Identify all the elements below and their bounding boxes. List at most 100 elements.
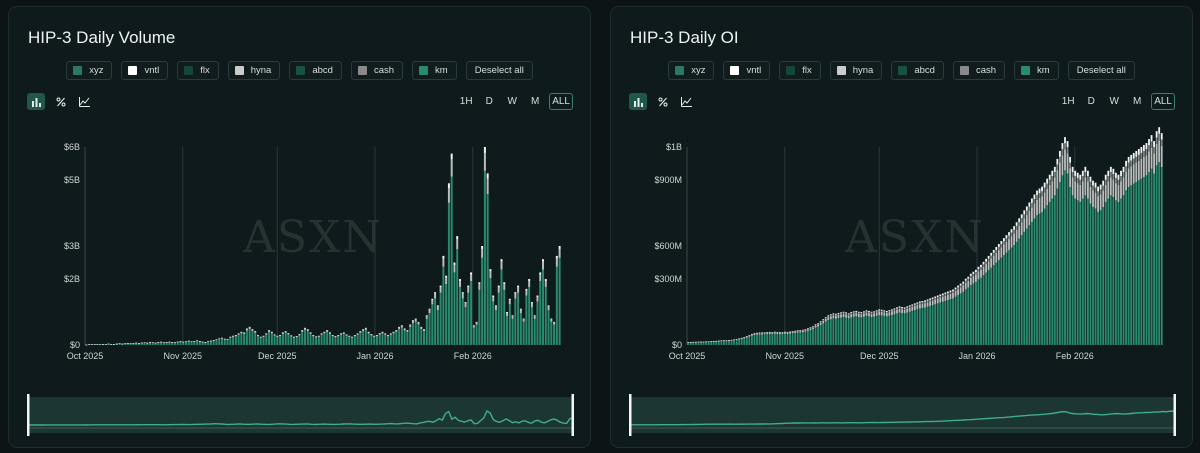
bar-segment-xyz [972,283,975,345]
bar-segment-vntl [1104,174,1107,180]
legend-item-cash[interactable]: cash [350,61,404,80]
bar-segment-vntl [450,153,453,160]
bar-segment-vntl [1094,182,1097,188]
range-m-button[interactable]: M [1133,96,1142,107]
bar-chart-mode-button[interactable] [629,93,647,110]
bar-segment-hyna [804,330,807,332]
bar-segment-xyz [753,335,756,345]
deselect-all-button[interactable]: Deselect all [1067,61,1135,80]
bar-segment-cash [1015,225,1018,230]
range-all-button[interactable]: ALL [549,93,573,110]
range-1h-button[interactable]: 1H [459,96,473,107]
bar-segment-hyna [957,289,960,296]
range-w-button[interactable]: W [507,96,517,107]
bar-segment-vntl [248,326,251,328]
bar-segment-xyz [265,334,268,345]
bar-segment-vntl [118,343,121,344]
bar-segment-xyz [248,329,251,345]
bar-segment-cash [1127,162,1130,169]
bar-segment-xyz [873,316,876,345]
legend-swatch [184,66,194,75]
bar-segment-xyz [1043,208,1046,345]
bar-segment-xyz [786,334,789,345]
range-1h-button[interactable]: 1H [1061,96,1075,107]
bar-chart-mode-button[interactable] [27,93,45,110]
line-chart-mode-button[interactable] [75,93,93,110]
bar-segment-cash [985,261,988,265]
bar-segment-vntl [763,332,766,333]
bar-segment-vntl [832,313,835,315]
bar-segment-vntl [190,341,193,342]
bar-segment-cash [845,313,848,315]
legend-item-km[interactable]: km [1014,61,1059,80]
bar-segment-xyz [1008,250,1010,345]
bar-segment-cash [1137,154,1140,161]
volume-chart: Oct 2025 Nov 2025 Dec 2025 Jan 2026 Feb 2026… [27,142,574,436]
bar-segment-xyz [1084,195,1087,345]
legend-item-flx[interactable]: flx [177,61,219,80]
bar-segment-vntl [337,335,340,336]
range-d-button[interactable]: D [1087,96,1095,107]
bar-segment-vntl [1114,172,1117,178]
legend-item-hyna[interactable]: hyna [829,61,883,80]
bar-segment-hyna [1135,162,1138,183]
bar-segment-hyna [944,295,947,301]
legend-item-vntl[interactable]: vntl [723,61,771,80]
legend-item-abcd[interactable]: abcd [289,61,342,80]
deselect-all-button[interactable]: Deselect all [465,61,533,80]
bar-segment-xyz [974,281,977,345]
bar-segment-hyna [403,328,406,331]
bar-segment-xyz [276,336,279,345]
range-m-button[interactable]: M [531,96,540,107]
legend-item-hyna[interactable]: hyna [227,61,281,80]
legend-item-cash[interactable]: cash [952,61,1006,80]
bar-segment-vntl [220,337,223,339]
bar-segment-vntl [1015,222,1018,226]
bar-segment-hyna [1048,184,1051,202]
percent-mode-button[interactable] [52,93,70,110]
bar-segment-hyna [980,269,982,278]
bar-segment-vntl [1086,170,1089,176]
bar-segment-xyz [740,339,743,345]
bar-segment-vntl [331,335,334,336]
bar-segment-vntl [1112,168,1115,175]
bar-segment-vntl [1132,152,1135,159]
bar-segment-hyna [287,333,290,335]
bar-segment-xyz [1081,198,1084,345]
bar-segment-vntl [251,329,254,330]
bar-segment-hyna [364,328,367,330]
bar-segment-vntl [137,343,140,344]
range-d-button[interactable]: D [485,96,493,107]
legend-item-abcd[interactable]: abcd [891,61,944,80]
legend-swatch [786,66,796,75]
legend-swatch [128,66,138,75]
bar-segment-hyna [464,303,467,308]
legend-item-xyz[interactable]: xyz [66,61,113,80]
bar-segment-vntl [1030,198,1033,203]
percent-mode-button[interactable] [654,93,672,110]
legend-swatch [675,66,685,75]
range-all-button[interactable]: ALL [1151,93,1175,110]
bar-segment-cash [959,285,962,288]
bar-segment-xyz [519,313,522,345]
legend-item-km[interactable]: km [412,61,457,80]
bar-segment-xyz [814,327,817,345]
bar-segment-xyz [720,341,723,345]
bar-segment-xyz [817,326,820,345]
legend-item-xyz[interactable]: xyz [668,61,715,80]
bar-segment-hyna [439,287,442,293]
bar-segment-hyna [362,329,365,332]
bar-segment-cash [997,247,1000,251]
bar-segment-xyz [171,342,174,345]
legend-item-flx[interactable]: flx [779,61,821,80]
bar-segment-xyz [356,334,359,345]
bar-segment-xyz [878,315,881,345]
bar-segment-hyna [1041,196,1044,212]
range-w-button[interactable]: W [1109,96,1119,107]
bar-segment-vntl [149,342,152,343]
bar-segment-hyna [447,188,450,203]
bar-segment-cash [1025,210,1028,215]
bar-segment-hyna [398,327,401,330]
line-chart-mode-button[interactable] [677,93,695,110]
legend-item-vntl[interactable]: vntl [121,61,169,80]
